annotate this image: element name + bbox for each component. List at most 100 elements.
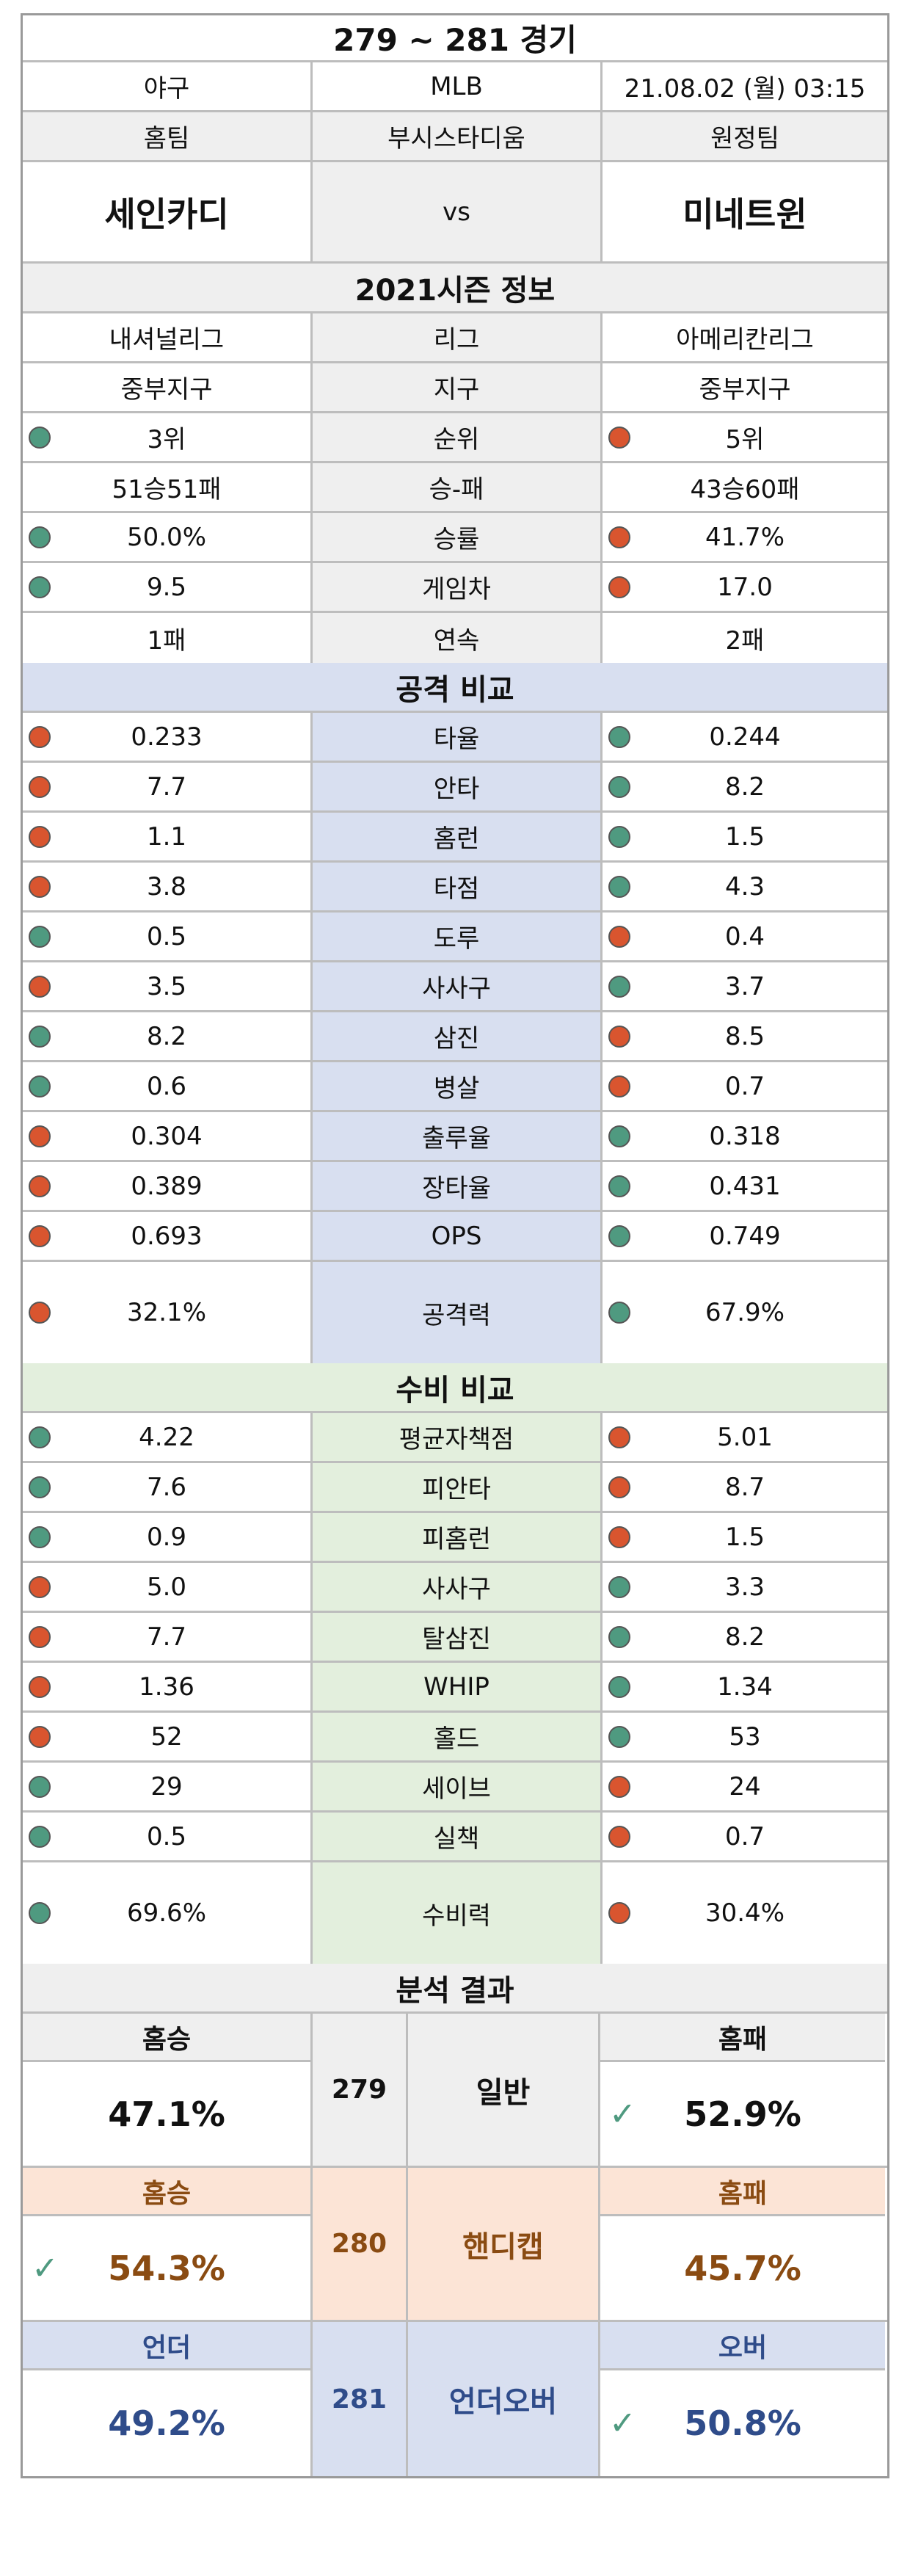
home-stat-cell: 51승51패 bbox=[23, 463, 310, 511]
datetime-cell: 21.08.02 (월) 03:15 bbox=[600, 62, 887, 110]
away-stat-value: 5.01 bbox=[717, 1422, 773, 1452]
right-result: 홈패 45.7% bbox=[598, 2168, 885, 2320]
away-stat-value: 0.7 bbox=[724, 1071, 765, 1101]
home-stat-value: 1.1 bbox=[146, 821, 187, 852]
right-result-label: 오버 bbox=[600, 2322, 885, 2370]
away-stat-cell: 0.749 bbox=[600, 1212, 887, 1260]
disadvantage-dot-icon bbox=[608, 1825, 630, 1848]
stat-row: 9.5 게임차 17.0 bbox=[23, 563, 887, 613]
stat-label: 게임차 bbox=[310, 563, 600, 611]
game-number-cell: 279 bbox=[310, 2014, 406, 2166]
away-stat-cell: 0.318 bbox=[600, 1112, 887, 1160]
away-stat-value: 0.244 bbox=[709, 722, 781, 752]
left-result-value: ✓ 54.3% bbox=[23, 2216, 310, 2320]
disadvantage-dot-icon bbox=[29, 1224, 51, 1247]
stat-label: 타율 bbox=[310, 713, 600, 761]
away-stat-cell: 3.3 bbox=[600, 1563, 887, 1611]
away-stat-value: 중부지구 bbox=[699, 375, 791, 404]
away-stat-cell: 67.9% bbox=[600, 1262, 887, 1363]
left-result-label: 홈승 bbox=[23, 2014, 310, 2062]
right-result: 홈패 ✓ 52.9% bbox=[598, 2014, 885, 2166]
home-stat-cell: 0.389 bbox=[23, 1162, 310, 1210]
away-stat-cell: 8.2 bbox=[600, 1613, 887, 1661]
advantage-dot-icon bbox=[29, 1525, 51, 1548]
advantage-dot-icon bbox=[29, 1476, 51, 1498]
home-stat-value: 5.0 bbox=[146, 1572, 187, 1602]
advantage-dot-icon bbox=[29, 1025, 51, 1048]
sport-cell: 야구 bbox=[143, 74, 190, 104]
bet-type-cell: 핸디캡 bbox=[406, 2168, 598, 2320]
away-stat-value: 2패 bbox=[725, 625, 765, 656]
disadvantage-dot-icon bbox=[608, 426, 630, 449]
advantage-dot-icon bbox=[608, 1625, 630, 1648]
home-stat-value: 3위 bbox=[147, 425, 186, 454]
analysis-block: 홈승 ✓ 54.3% 280 핸디캡 홈패 45.7% bbox=[23, 2168, 887, 2322]
right-result-value: 45.7% bbox=[600, 2216, 885, 2320]
away-stat-cell: 8.2 bbox=[600, 763, 887, 810]
left-percent: 54.3% bbox=[108, 2248, 225, 2288]
disadvantage-dot-icon bbox=[29, 775, 51, 798]
disadvantage-dot-icon bbox=[608, 1775, 630, 1798]
home-stat-value: 0.693 bbox=[131, 1221, 203, 1251]
stat-label: 승률 bbox=[310, 513, 600, 561]
disadvantage-dot-icon bbox=[608, 1476, 630, 1498]
defense-table: 4.22 평균자책점 5.01 7.6 피안타 8.7 0.9 피홈런 1.5 5.0 사사구 3.3… bbox=[23, 1413, 887, 1964]
vs-label: vs bbox=[310, 162, 600, 261]
right-result-label: 홈패 bbox=[600, 2014, 885, 2062]
stat-row: 3.5 사사구 3.7 bbox=[23, 962, 887, 1012]
home-stat-cell: 7.7 bbox=[23, 763, 310, 810]
advantage-dot-icon bbox=[29, 576, 51, 598]
stat-label: 평균자책점 bbox=[310, 1413, 600, 1461]
game-number-cell: 281 bbox=[310, 2322, 406, 2476]
away-team-label: 원정팀 bbox=[600, 112, 887, 160]
stat-row: 0.233 타율 0.244 bbox=[23, 713, 887, 763]
game-number-cell: 280 bbox=[310, 2168, 406, 2320]
home-stat-cell: 1.1 bbox=[23, 813, 310, 860]
home-stat-value: 7.7 bbox=[146, 772, 187, 802]
home-stat-value: 0.304 bbox=[131, 1121, 203, 1151]
home-stat-value: 7.7 bbox=[146, 1622, 187, 1652]
away-stat-cell: 아메리칸리그 bbox=[600, 313, 887, 361]
stat-row: 32.1% 공격력 67.9% bbox=[23, 1262, 887, 1363]
advantage-dot-icon bbox=[608, 775, 630, 798]
stat-row: 1.36 WHIP 1.34 bbox=[23, 1663, 887, 1713]
away-stat-value: 67.9% bbox=[705, 1298, 785, 1327]
disadvantage-dot-icon bbox=[608, 576, 630, 598]
advantage-dot-icon bbox=[608, 1302, 630, 1324]
game-number: 279 bbox=[331, 2075, 387, 2105]
advantage-dot-icon bbox=[29, 1075, 51, 1097]
away-stat-cell: 8.7 bbox=[600, 1463, 887, 1511]
home-stat-cell: 29 bbox=[23, 1763, 310, 1810]
team-name-row: 세인카디 vs 미네트윈 bbox=[23, 162, 887, 264]
home-stat-value: 0.9 bbox=[146, 1522, 187, 1552]
home-stat-value: 69.6% bbox=[126, 1898, 206, 1928]
stat-row: 7.7 탈삼진 8.2 bbox=[23, 1613, 887, 1663]
away-stat-cell: 24 bbox=[600, 1763, 887, 1810]
left-result: 언더 49.2% bbox=[23, 2322, 310, 2476]
right-result-value: ✓ 52.9% bbox=[600, 2062, 885, 2166]
away-stat-cell: 0.7 bbox=[600, 1813, 887, 1860]
checkmark-icon: ✓ bbox=[609, 2404, 636, 2442]
home-stat-value: 1.36 bbox=[139, 1672, 194, 1702]
left-result-label: 홈승 bbox=[23, 2168, 310, 2216]
stat-row: 7.6 피안타 8.7 bbox=[23, 1463, 887, 1513]
away-stat-value: 41.7% bbox=[705, 522, 785, 552]
home-stat-value: 32.1% bbox=[126, 1298, 206, 1327]
home-stat-cell: 3.5 bbox=[23, 962, 310, 1010]
away-stat-value: 43승60패 bbox=[690, 475, 800, 504]
stat-label: 승-패 bbox=[310, 463, 600, 511]
stat-row: 4.22 평균자책점 5.01 bbox=[23, 1413, 887, 1463]
advantage-dot-icon bbox=[29, 925, 51, 948]
stat-label: 리그 bbox=[310, 313, 600, 361]
meta-row: 야구 MLB 21.08.02 (월) 03:15 bbox=[23, 62, 887, 112]
left-result-value: 49.2% bbox=[23, 2370, 310, 2476]
advantage-dot-icon bbox=[608, 875, 630, 898]
away-stat-value: 24 bbox=[729, 1771, 761, 1802]
advantage-dot-icon bbox=[29, 1825, 51, 1848]
home-stat-cell: 9.5 bbox=[23, 563, 310, 611]
home-stat-cell: 1.36 bbox=[23, 1663, 310, 1710]
analysis-section-title: 분석 결과 bbox=[23, 1964, 887, 2014]
stat-row: 8.2 삼진 8.5 bbox=[23, 1012, 887, 1062]
away-stat-cell: 0.431 bbox=[600, 1162, 887, 1210]
stat-label: 타점 bbox=[310, 863, 600, 910]
